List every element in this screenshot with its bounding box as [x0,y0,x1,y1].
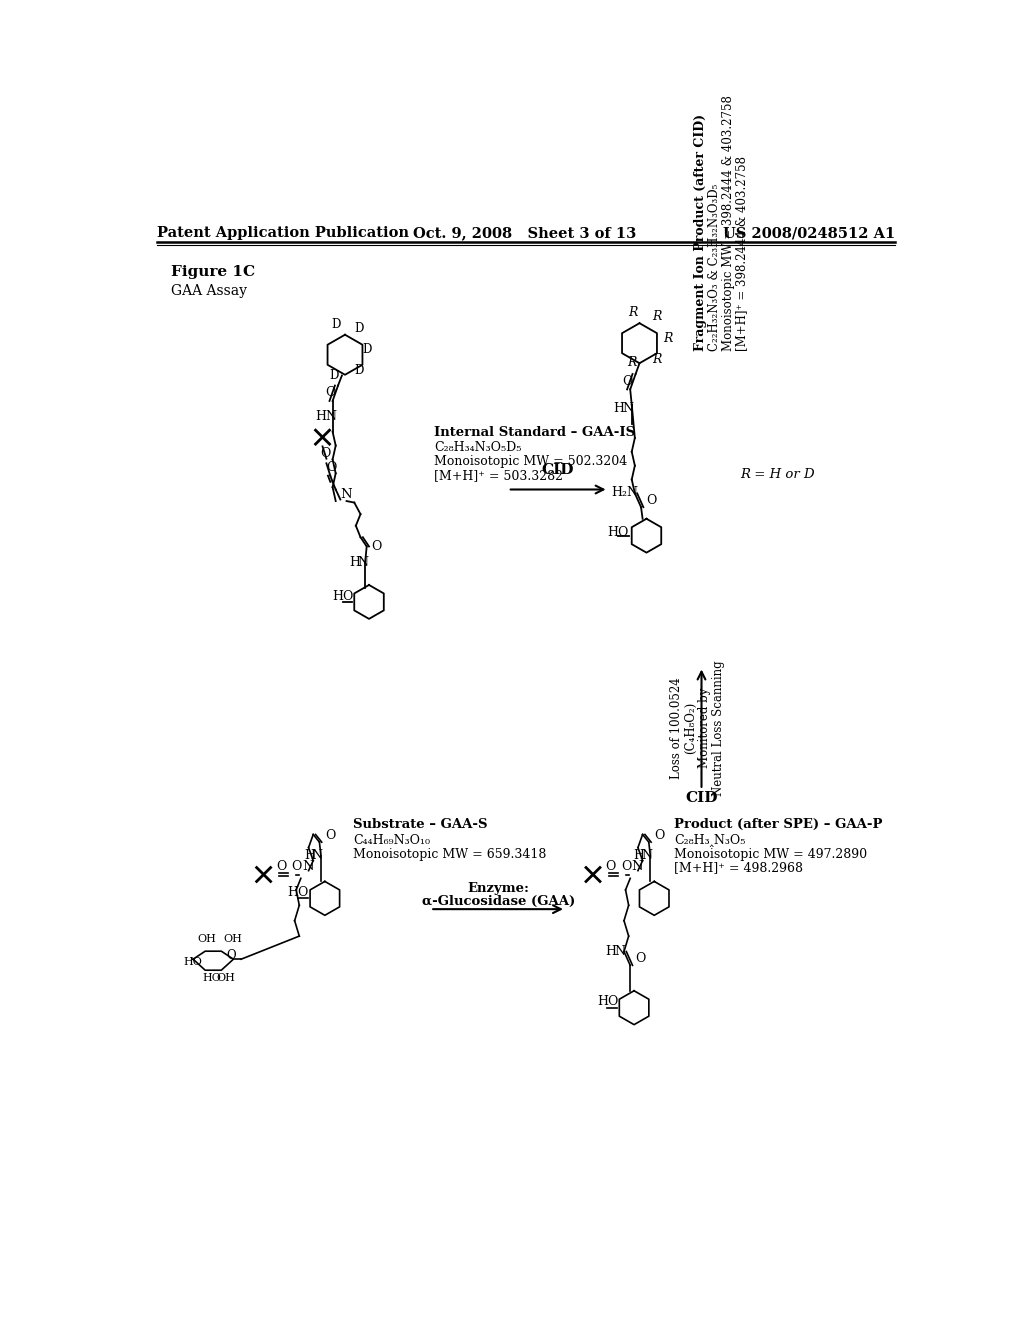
Text: Monoisotopic MW = 659.3418: Monoisotopic MW = 659.3418 [352,847,546,861]
Text: HO: HO [183,957,202,968]
Text: CID: CID [542,463,574,477]
Text: H: H [633,849,644,862]
Text: N: N [325,411,336,424]
Text: R: R [652,310,662,323]
Text: HO: HO [332,590,353,603]
Text: R: R [627,356,637,370]
Text: (C₄H₈O₂): (C₄H₈O₂) [684,702,697,754]
Text: O: O [646,494,656,507]
Text: OH: OH [198,935,216,944]
Text: HO: HO [288,886,309,899]
Text: O: O [292,859,302,873]
Text: C₄₄H₆₉N₃O₁₀: C₄₄H₆₉N₃O₁₀ [352,834,430,846]
Text: HO: HO [607,525,629,539]
Text: D: D [354,322,364,335]
Text: US 2008/0248512 A1: US 2008/0248512 A1 [723,226,895,240]
Text: Substrate – GAA-S: Substrate – GAA-S [352,818,487,832]
Text: Patent Application Publication: Patent Application Publication [158,226,410,240]
Text: O: O [226,949,236,962]
Text: H: H [349,557,360,569]
Text: N: N [632,859,643,873]
Text: Loss of 100.0524: Loss of 100.0524 [670,677,683,779]
Text: N: N [614,945,626,957]
Text: N: N [357,557,369,569]
Text: O: O [605,859,615,873]
Text: N: N [641,849,652,862]
Text: Monitored by: Monitored by [698,688,711,768]
Text: D: D [330,368,339,381]
Text: D: D [362,343,372,356]
Text: N: N [311,849,323,862]
Text: Figure 1C: Figure 1C [171,265,255,280]
Text: CID: CID [685,791,718,805]
Text: H: H [315,411,327,424]
Text: Monoisotopic MW = 502.3204: Monoisotopic MW = 502.3204 [434,455,628,467]
Text: OH: OH [216,973,236,983]
Text: R: R [629,306,638,319]
Text: O: O [372,540,382,553]
Text: O: O [636,952,646,965]
Text: H: H [304,849,315,862]
Text: O: O [623,375,633,388]
Text: H₂N: H₂N [611,487,639,499]
Text: N: N [623,403,634,416]
Text: O: O [327,461,337,474]
Text: R = H or D: R = H or D [740,469,815,480]
Text: O: O [325,829,335,842]
Text: [M+H]⁺ = 503.3282: [M+H]⁺ = 503.3282 [434,469,563,482]
Text: Oct. 9, 2008   Sheet 3 of 13: Oct. 9, 2008 Sheet 3 of 13 [413,226,637,240]
Text: H: H [613,403,625,416]
Text: Monoisotopic MW = 497.2890: Monoisotopic MW = 497.2890 [675,847,867,861]
Text: HO: HO [202,973,221,983]
Text: O: O [654,829,665,842]
Text: R: R [652,354,662,366]
Text: Enzyme:: Enzyme: [467,882,529,895]
Text: HO: HO [597,995,618,1008]
Text: [M+H]⁺ = 498.2968: [M+H]⁺ = 498.2968 [675,862,804,874]
Text: OH: OH [223,935,243,944]
Text: H: H [605,945,616,957]
Text: α-Glucosidase (GAA): α-Glucosidase (GAA) [422,895,575,908]
Text: O: O [325,385,335,399]
Text: C₂₈H₃‸N₃O₅: C₂₈H₃‸N₃O₅ [675,834,745,846]
Text: Neutral Loss Scanning: Neutral Loss Scanning [712,660,725,796]
Text: Fragment Ion Product (after CID): Fragment Ion Product (after CID) [693,114,707,351]
Text: [M+H]⁺ = 398.2444 & 403.2758: [M+H]⁺ = 398.2444 & 403.2758 [735,156,749,351]
Text: C₂₂H₃₂N₃O₃ & C₂₃H₃₂N₃O₃D₅: C₂₂H₃₂N₃O₃ & C₂₃H₃₂N₃O₃D₅ [708,183,721,351]
Text: C₂₈H₃₄N₃O₅D₅: C₂₈H₃₄N₃O₅D₅ [434,441,521,454]
Text: N: N [302,859,314,873]
Text: D: D [331,318,340,331]
Text: Monoisotopic MW = 398.2444 & 403.2758: Monoisotopic MW = 398.2444 & 403.2758 [722,95,734,351]
Text: D: D [354,364,364,378]
Text: O: O [276,859,287,873]
Text: Internal Standard – GAA-IS: Internal Standard – GAA-IS [434,425,635,438]
Text: O: O [621,859,631,873]
Text: R: R [663,331,672,345]
Text: Product (after SPE) – GAA-P: Product (after SPE) – GAA-P [675,818,883,832]
Text: GAA Assay: GAA Assay [171,284,247,298]
Text: O: O [321,447,331,461]
Text: N: N [340,488,352,502]
